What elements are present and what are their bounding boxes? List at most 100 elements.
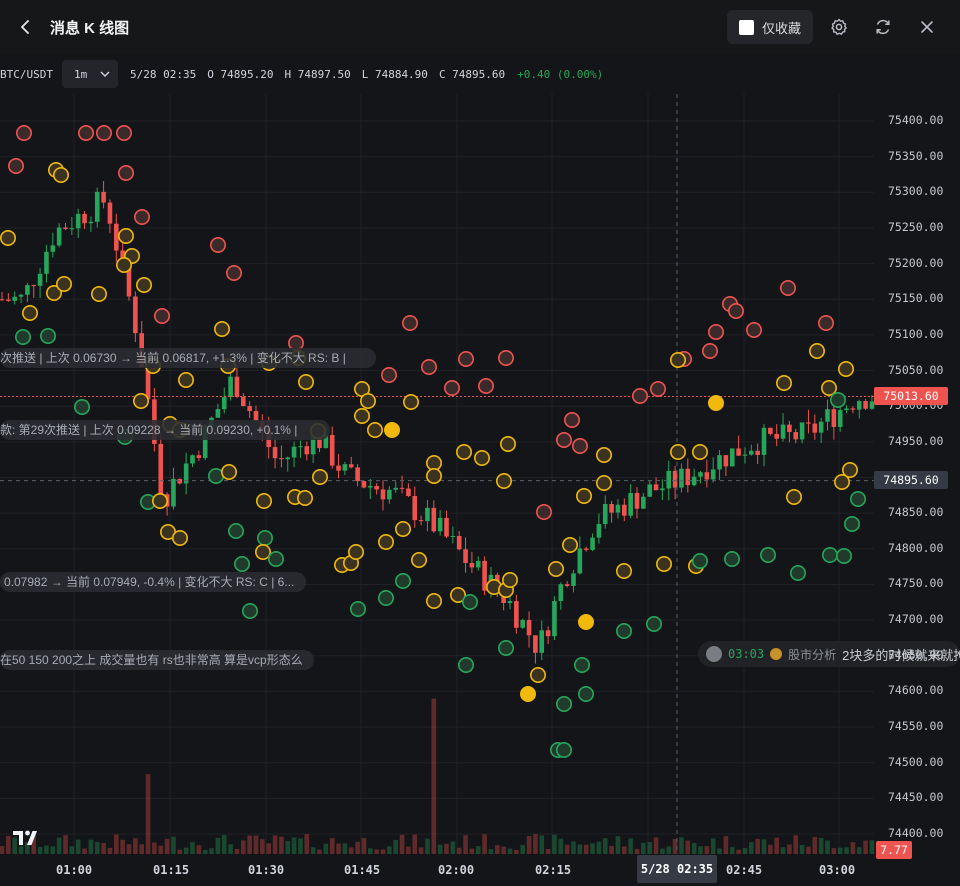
volume-bar bbox=[495, 845, 500, 854]
volume-bar bbox=[431, 698, 437, 854]
gear-icon bbox=[831, 18, 847, 35]
volume-bar bbox=[336, 843, 341, 854]
candlestick-chart[interactable] bbox=[0, 94, 960, 886]
message-tag[interactable]: 在50 150 200之上 成交量也有 rs也非常高 算是vcp形态么 bbox=[0, 650, 314, 670]
message-avatar bbox=[242, 602, 259, 619]
message-tag[interactable]: 0.07982 → 当前 0.07949, -0.4% | 变化不大 RS: C… bbox=[0, 572, 306, 592]
ohlc-change: +0.40 (0.00%) bbox=[517, 67, 604, 81]
candle-body bbox=[806, 422, 811, 424]
message-avatar bbox=[116, 124, 133, 141]
volume-bar bbox=[387, 846, 392, 854]
message-tag[interactable]: 款: 第29次推送 | 上次 0.09228 → 当前 0.09230, +0.… bbox=[0, 420, 330, 440]
close-button[interactable] bbox=[915, 15, 939, 39]
candle-body bbox=[56, 227, 62, 246]
message-avatar bbox=[134, 209, 151, 226]
candle-body bbox=[361, 481, 367, 488]
favorites-only-checkbox[interactable] bbox=[739, 19, 754, 35]
settings-button[interactable] bbox=[827, 15, 851, 39]
message-tag[interactable]: 次推送 | 上次 0.06730 → 当前 0.06817, +1.3% | 变… bbox=[0, 348, 376, 368]
volume-bar bbox=[679, 837, 684, 854]
price-label: 75350.00 bbox=[888, 148, 944, 163]
message-avatar bbox=[655, 555, 672, 572]
message-avatar bbox=[311, 468, 328, 485]
tradingview-logo-icon[interactable] bbox=[12, 828, 44, 848]
message-avatar bbox=[817, 315, 834, 332]
candle-body bbox=[742, 454, 748, 456]
news-chip[interactable]: 03:03 股市分析 2块多的时候就来就推 bbox=[698, 641, 960, 667]
candle-body bbox=[482, 560, 487, 591]
candle-body bbox=[196, 455, 202, 458]
price-label: 74550.00 bbox=[888, 719, 944, 734]
volume-bar bbox=[209, 848, 214, 854]
price-label: 74950.00 bbox=[888, 433, 944, 448]
message-avatar bbox=[172, 529, 189, 546]
volume-bar bbox=[171, 836, 176, 854]
back-button[interactable] bbox=[12, 13, 40, 41]
candle-body bbox=[253, 411, 259, 421]
candle-body bbox=[190, 455, 195, 464]
candle-body bbox=[336, 465, 341, 471]
volume-bar bbox=[241, 840, 246, 854]
volume-bar bbox=[0, 846, 5, 854]
message-avatar bbox=[52, 167, 69, 184]
volume-bar bbox=[450, 841, 456, 854]
volume-bar bbox=[56, 837, 62, 854]
message-avatar bbox=[420, 358, 437, 375]
candle-body bbox=[850, 408, 856, 410]
time-label: 03:00 bbox=[819, 863, 856, 877]
volume-bar bbox=[825, 840, 830, 854]
candle-body bbox=[380, 489, 386, 500]
candle-body bbox=[158, 443, 164, 495]
candle-body bbox=[571, 573, 576, 586]
volume-bar bbox=[101, 842, 106, 854]
volume-bar bbox=[812, 836, 818, 854]
message-avatar bbox=[234, 555, 251, 572]
candle-body bbox=[437, 517, 443, 532]
message-avatar bbox=[154, 308, 171, 325]
volume-bar bbox=[863, 840, 868, 854]
volume-bar bbox=[374, 849, 379, 854]
price-label: 75250.00 bbox=[888, 219, 944, 234]
message-avatar bbox=[210, 237, 227, 254]
refresh-button[interactable] bbox=[871, 15, 895, 39]
volume-bar bbox=[444, 843, 449, 854]
candle-body bbox=[799, 422, 805, 440]
message-avatar bbox=[571, 437, 588, 454]
candle-body bbox=[577, 548, 583, 574]
candle-body bbox=[31, 285, 37, 287]
close-icon bbox=[921, 21, 933, 33]
candle-body bbox=[145, 367, 151, 400]
price-label: 75400.00 bbox=[888, 113, 944, 127]
candle-body bbox=[6, 299, 11, 301]
volume-bar bbox=[266, 843, 271, 854]
message-avatar bbox=[457, 656, 474, 673]
message-avatar bbox=[347, 543, 364, 560]
avatar bbox=[706, 646, 722, 662]
candle-body bbox=[526, 620, 532, 636]
volume-bar bbox=[571, 841, 576, 854]
message-avatar bbox=[214, 321, 231, 338]
volume-bar bbox=[774, 837, 779, 854]
candle-body bbox=[590, 537, 595, 550]
volume-bar bbox=[18, 846, 24, 854]
ohlc-low: L 74884.90 bbox=[361, 67, 428, 81]
message-avatar bbox=[495, 472, 512, 489]
message-avatar bbox=[377, 589, 394, 606]
candle-body bbox=[558, 584, 564, 601]
message-avatar bbox=[759, 546, 776, 563]
volume-bar bbox=[82, 848, 87, 854]
candle-body bbox=[304, 446, 310, 455]
favorites-only-toggle[interactable]: 仅收藏 bbox=[727, 10, 813, 44]
news-source: 股市分析 bbox=[788, 647, 837, 662]
interval-select[interactable]: 1m bbox=[62, 60, 118, 88]
message-avatar bbox=[745, 322, 762, 339]
candle-body bbox=[514, 601, 519, 628]
message-avatar bbox=[394, 520, 411, 537]
message-avatar bbox=[615, 622, 632, 639]
candle-body bbox=[685, 468, 691, 486]
message-avatar bbox=[461, 593, 478, 610]
volume-bar bbox=[37, 846, 43, 854]
ohlc-time: 5/28 02:35 bbox=[130, 67, 197, 81]
message-avatar bbox=[133, 392, 150, 409]
message-avatar bbox=[45, 285, 62, 302]
